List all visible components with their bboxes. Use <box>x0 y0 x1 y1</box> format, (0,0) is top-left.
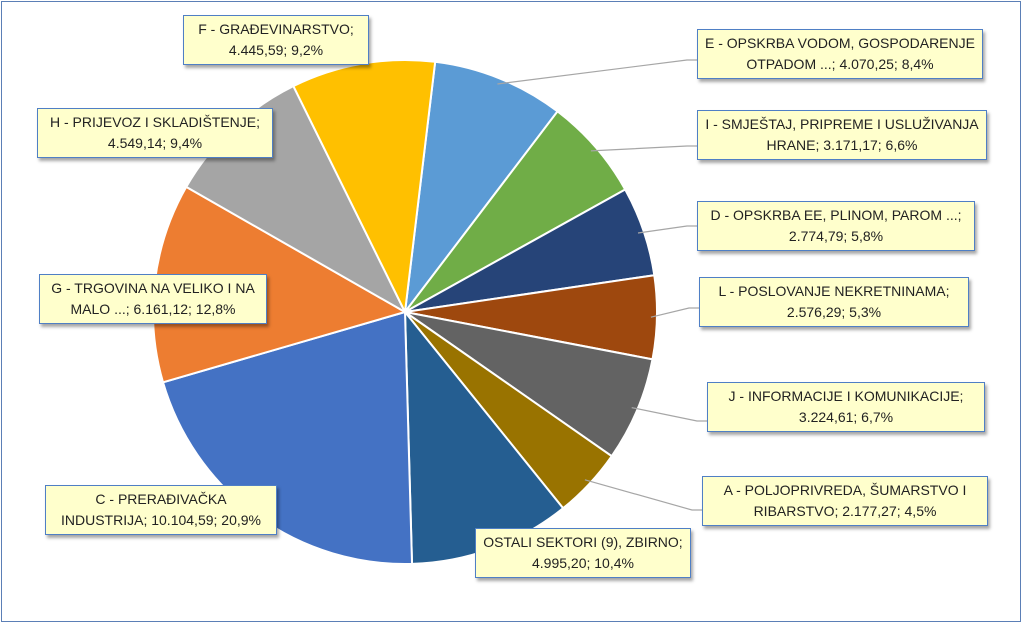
data-label-l: L - POSLOVANJE NEKRETNINAMA; 2.576,29; 5… <box>699 277 969 327</box>
data-label-a-line1: A - POLJOPRIVREDA, ŠUMARSTVO I <box>723 482 967 498</box>
data-label-j-line1: J - INFORMACIJE I KOMUNIKACIJE; <box>728 388 964 404</box>
pie-slice-0 <box>403 60 559 316</box>
data-label-e: E - OPSKRBA VODOM, GOSPODARENJE OTPADOM … <box>697 29 983 79</box>
data-label-j: J - INFORMACIJE I KOMUNIKACIJE; 3.224,61… <box>707 382 985 432</box>
data-label-i-line1: I - SMJEŠTAJ, PRIPREME I USLUŽIVANJA <box>705 116 979 132</box>
data-label-h-line1: H - PRIJEVOZ I SKLADIŠTENJE; <box>49 114 261 130</box>
data-label-l-line1: L - POSLOVANJE NEKRETNINAMA; <box>718 283 950 299</box>
leader-lines <box>497 59 707 511</box>
leader-line-4 <box>631 407 707 422</box>
data-label-d-line2: 2.774,79; 5,8% <box>788 228 884 244</box>
data-label-f-line2: 4.445,59; 9,2% <box>228 42 324 58</box>
data-label-c-line1: C - PRERAĐIVAČKA <box>95 491 227 507</box>
data-label-h: H - PRIJEVOZ I SKLADIŠTENJE; 4.549,14; 9… <box>37 108 273 158</box>
data-label-j-line2: 3.224,61; 6,7% <box>798 409 894 425</box>
data-label-d-line1: D - OPSKRBA EE, PLINOM, PAROM ...; <box>710 207 962 223</box>
data-label-i-line2: HRANE; 3.171,17; 6,6% <box>766 137 918 153</box>
data-label-d: D - OPSKRBA EE, PLINOM, PAROM ...; 2.774… <box>697 201 975 251</box>
data-label-ostali-line1: OSTALI SEKTORI (9), ZBIRNO; <box>483 534 683 550</box>
data-label-c: C - PRERAĐIVAČKA INDUSTRIJA; 10.104,59; … <box>45 485 277 535</box>
data-label-g: G - TRGOVINA NA VELIKO I NA MALO ...; 6.… <box>39 274 267 324</box>
data-label-f: F - GRAĐEVINARSTVO; 4.445,59; 9,2% <box>183 15 369 65</box>
data-label-ostali-line2: 4.995,20; 10,4% <box>532 555 634 571</box>
data-label-g-line2: MALO ...; 6.161,12; 12,8% <box>70 301 236 317</box>
data-label-l-line2: 2.576,29; 5,3% <box>786 304 882 320</box>
data-label-c-line2: INDUSTRIJA; 10.104,59; 20,9% <box>61 512 261 528</box>
data-label-h-line2: 4.549,14; 9,4% <box>107 135 203 151</box>
data-label-e-line2: OTPADOM ...; 4.070,25; 8,4% <box>746 56 934 72</box>
data-label-e-line1: E - OPSKRBA VODOM, GOSPODARENJE <box>705 35 975 51</box>
leader-line-3 <box>650 307 699 318</box>
leader-line-0 <box>497 59 697 85</box>
data-label-a: A - POLJOPRIVREDA, ŠUMARSTVO I RIBARSTVO… <box>702 476 988 526</box>
data-label-a-line2: RIBARSTVO; 2.177,27; 4,5% <box>753 503 937 519</box>
leader-line-1 <box>590 145 697 152</box>
leader-line-2 <box>637 225 697 234</box>
data-label-ostali: OSTALI SEKTORI (9), ZBIRNO; 4.995,20; 10… <box>475 528 691 578</box>
data-label-f-line1: F - GRAĐEVINARSTVO; <box>198 21 354 37</box>
leader-line-5 <box>584 479 702 511</box>
data-label-i: I - SMJEŠTAJ, PRIPREME I USLUŽIVANJA HRA… <box>697 110 987 160</box>
data-label-g-line1: G - TRGOVINA NA VELIKO I NA <box>51 280 255 296</box>
